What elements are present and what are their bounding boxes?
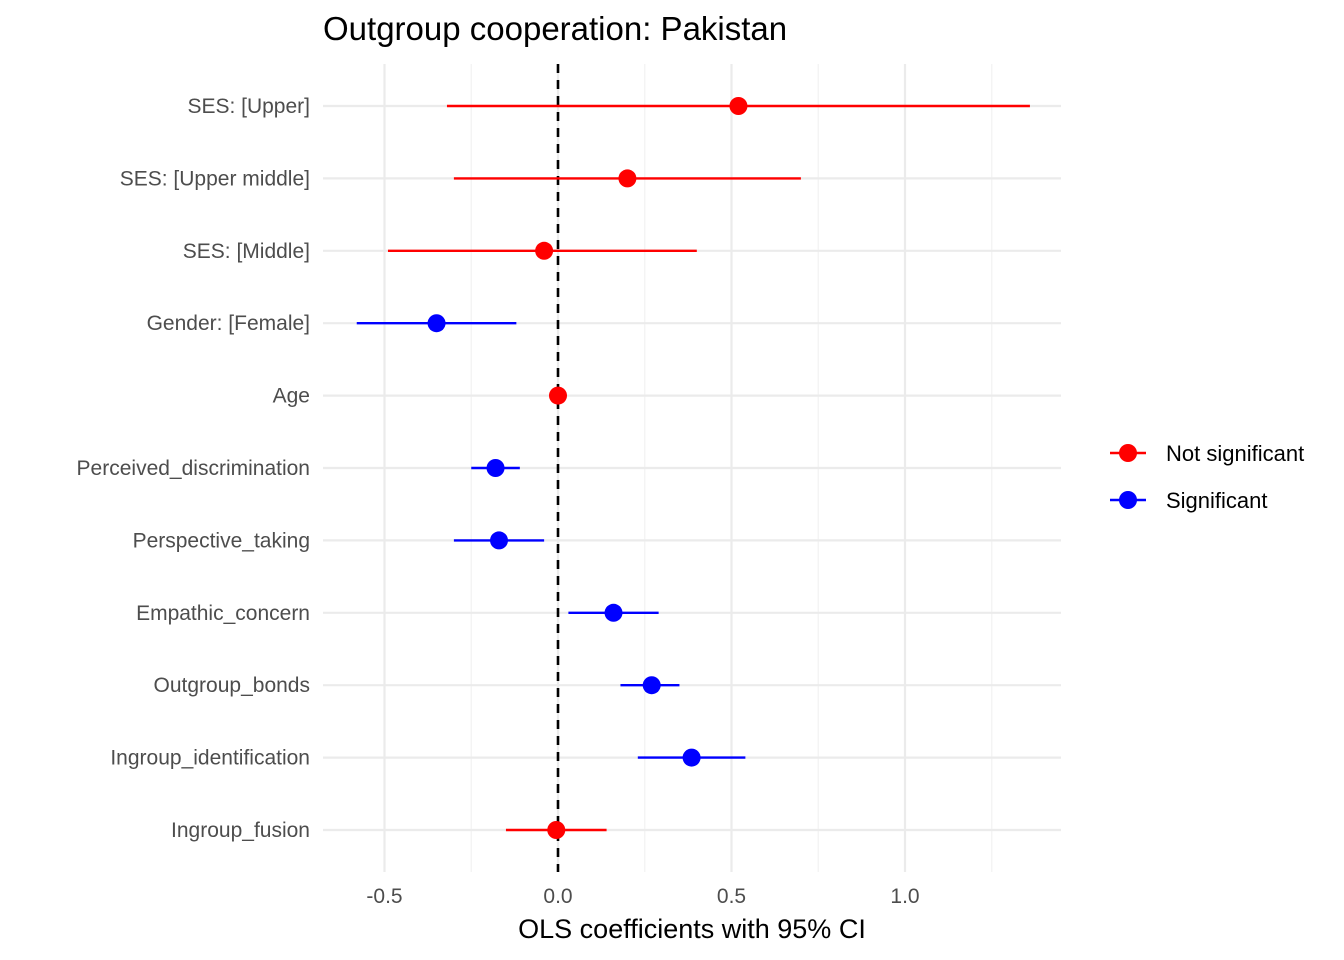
legend-key-point (1119, 444, 1137, 462)
coefficient-point (549, 386, 567, 405)
y-tick-label: SES: [Upper] (187, 95, 310, 118)
y-tick-label: Ingroup_fusion (171, 819, 310, 842)
legend-item: Not significant (1110, 441, 1304, 466)
coefficient-point (486, 459, 505, 477)
y-tick-label: SES: [Upper middle] (120, 167, 310, 190)
chart-title: Outgroup cooperation: Pakistan (323, 10, 787, 47)
coefficient-point (535, 241, 554, 260)
legend: Not significant Significant (1110, 441, 1304, 513)
legend-label: Significant (1166, 488, 1268, 513)
y-tick-label: Empathic_concern (136, 602, 310, 625)
coefficient-point (604, 603, 623, 622)
legend-key-point (1119, 491, 1137, 509)
legend-item: Significant (1110, 488, 1268, 513)
coefficient-point (729, 97, 748, 115)
y-tick-label: Outgroup_bonds (154, 674, 310, 697)
x-axis-title: OLS coefficients with 95% CI (518, 914, 866, 944)
coefficient-point (547, 821, 566, 839)
coefficient-point (618, 169, 637, 188)
x-axis-tick-labels: -0.5 0.0 0.5 1.0 (366, 885, 919, 908)
coefficient-point (427, 314, 446, 333)
y-tick-label: Ingroup_identification (110, 747, 310, 770)
coefficient-point (490, 531, 509, 550)
x-tick-label: 0.0 (543, 885, 572, 908)
coefficient-point (642, 676, 661, 695)
legend-label: Not significant (1166, 441, 1304, 466)
y-tick-label: Age (273, 385, 310, 408)
y-tick-label: Gender: [Female] (147, 312, 310, 335)
y-tick-label: SES: [Middle] (183, 240, 310, 263)
x-tick-label: -0.5 (366, 885, 402, 908)
coefficient-point (682, 748, 701, 767)
y-axis-tick-labels: SES: [Upper] SES: [Upper middle] SES: [Mid… (77, 95, 310, 842)
y-tick-label: Perceived_discrimination (77, 457, 310, 480)
marks-layer (356, 97, 1030, 839)
x-tick-label: 1.0 (890, 885, 919, 908)
y-tick-label: Perspective_taking (133, 529, 310, 552)
x-tick-label: 0.5 (717, 885, 746, 908)
